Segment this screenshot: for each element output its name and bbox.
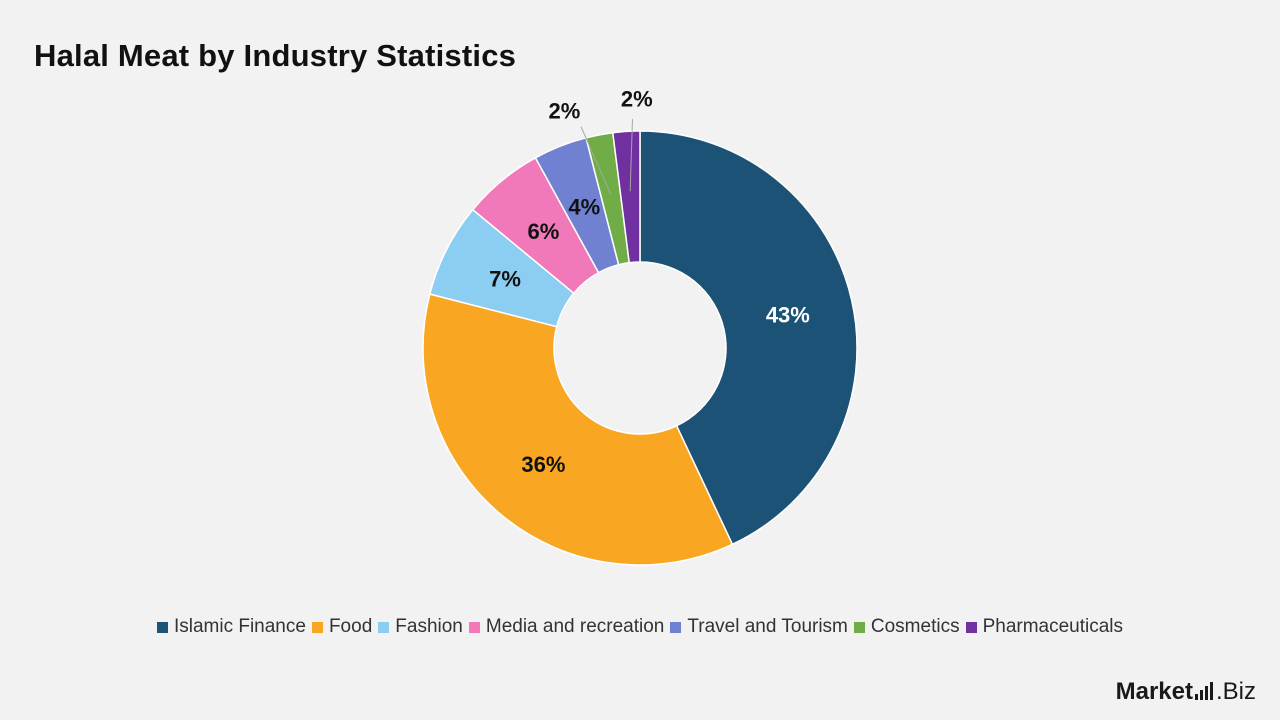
data-label-islamic-finance: 43% [766, 302, 810, 327]
legend-item-cosmetics: Cosmetics [853, 616, 960, 638]
slice-pharmaceuticals [611, 130, 641, 264]
legend-item-food: Food [311, 616, 373, 638]
legend-item-travel-and-tourism: Travel and Tourism [670, 616, 848, 638]
legend-label: Cosmetics [870, 616, 960, 637]
slice-islamic-finance [639, 130, 858, 546]
legend-item-media-and-recreation: Media and recreation [468, 616, 665, 638]
brand-suffix: .Biz [1215, 678, 1256, 705]
legend-label: Islamic Finance [173, 616, 306, 637]
slice-food [422, 293, 734, 566]
legend-swatch [378, 621, 390, 633]
legend-swatch [965, 621, 977, 633]
donut-chart: 43% 36% 7% 6% 4% 2% 2% [422, 87, 858, 566]
data-label-cosmetics: 2% [548, 98, 580, 123]
legend-item-fashion: Fashion [378, 616, 463, 638]
legend-label: Pharmaceuticals [982, 616, 1124, 637]
brand-bars-icon [1194, 682, 1215, 700]
data-label-fashion: 7% [489, 267, 521, 292]
data-label-media-and-recreation: 6% [528, 219, 560, 244]
legend-swatch [670, 621, 682, 633]
data-label-travel-and-tourism: 4% [568, 195, 600, 220]
leader-line-pharmaceuticals [629, 119, 633, 192]
legend-item-pharmaceuticals: Pharmaceuticals [965, 616, 1124, 638]
legend-label: Fashion [395, 616, 463, 637]
brand-logo: Market .Biz [1116, 678, 1256, 706]
legend-swatch [311, 621, 323, 633]
data-label-pharmaceuticals: 2% [621, 87, 653, 112]
legend-item-islamic-finance: Islamic Finance [156, 616, 306, 638]
leader-line-cosmetics [580, 126, 612, 194]
page-title: Halal Meat by Industry Statistics [34, 38, 517, 73]
data-label-food: 36% [521, 452, 565, 477]
legend-swatch [853, 621, 865, 633]
legend-swatch [156, 621, 168, 633]
chart-legend: Islamic Finance Food Fashion Media and recr… [0, 616, 1280, 638]
legend-label: Food [328, 616, 373, 637]
brand-name: Market [1115, 678, 1193, 705]
legend-label: Travel and Tourism [687, 616, 848, 637]
legend-label: Media and recreation [485, 616, 665, 637]
legend-swatch [468, 621, 480, 633]
